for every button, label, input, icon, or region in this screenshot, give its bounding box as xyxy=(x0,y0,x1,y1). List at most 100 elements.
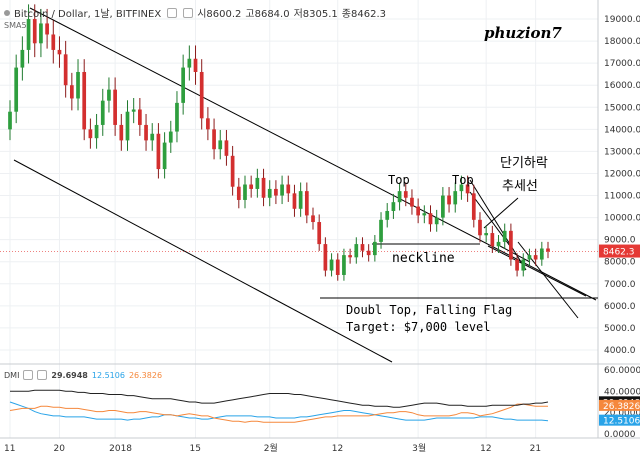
candle-body xyxy=(88,129,93,139)
candle-body xyxy=(403,191,408,198)
dmi-legend: DMI 29.6948 12.5106 26.3826 xyxy=(4,370,162,380)
candle-body xyxy=(311,215,315,223)
price-tick-label: 4000.0 xyxy=(604,346,636,356)
close-icon[interactable] xyxy=(183,7,194,18)
candle-body xyxy=(509,230,513,260)
candle-body xyxy=(354,244,359,258)
candle-body xyxy=(131,109,136,112)
candle-body xyxy=(168,131,173,143)
candle-body xyxy=(218,140,223,150)
price-tick-label: 14000.0 xyxy=(604,125,640,135)
candle-body xyxy=(428,213,433,225)
candle-body xyxy=(447,195,451,205)
candle-body xyxy=(107,89,111,101)
candle-body xyxy=(298,191,303,209)
price-tick-label: 11000.0 xyxy=(604,192,640,202)
candle-body xyxy=(236,186,241,200)
price-tick-label: 12000.0 xyxy=(604,169,640,179)
dmi-label[interactable]: DMI xyxy=(4,370,20,380)
time-tick-label: 3월 xyxy=(412,442,426,454)
dmi-tick-label: 0.0000 xyxy=(604,430,636,440)
price-axis[interactable]: 19000.0 18000.0 17000.0 16000.0 15000.0 14000… xyxy=(599,15,640,356)
dmi-value-label: 26.3826 xyxy=(603,402,640,412)
candle-body xyxy=(391,202,396,211)
eye-icon[interactable] xyxy=(23,370,34,380)
candle-body xyxy=(26,19,31,50)
candle-body xyxy=(422,213,427,216)
candle-body xyxy=(490,233,495,247)
price-tick-label: 15000.0 xyxy=(604,103,640,113)
trendline xyxy=(13,159,393,363)
price-tick-label: 5000.0 xyxy=(604,324,636,334)
candle-body xyxy=(261,177,266,198)
candle-body xyxy=(119,124,124,141)
time-tick-label: 11 xyxy=(4,444,15,454)
time-tick-label: 12 xyxy=(332,444,343,454)
candle-body xyxy=(280,184,284,196)
candle-body xyxy=(82,71,87,130)
candle-body xyxy=(342,255,346,275)
price-tick-label: 10000.0 xyxy=(604,214,640,224)
ohlc-close: 종8462.3 xyxy=(341,9,386,20)
candle-body xyxy=(397,191,402,203)
time-axis[interactable]: 11 20 2018 15 2월 12 3월 12 21 xyxy=(4,442,541,454)
time-tick-label: 12 xyxy=(480,444,491,454)
candle-body xyxy=(292,193,297,209)
trendline xyxy=(517,241,579,319)
di-minus-line xyxy=(9,401,549,422)
adx-line xyxy=(10,389,549,408)
candle-body xyxy=(249,184,254,189)
candle-body xyxy=(45,23,49,35)
symbol-legend: Bitcoin / Dollar, 1날, BITFINEX 시8600.2 고… xyxy=(4,5,386,20)
candle-body xyxy=(317,222,322,245)
candle-body xyxy=(274,188,278,196)
candle-body xyxy=(51,34,56,50)
price-tick-label: 16000.0 xyxy=(604,81,640,91)
candle-body xyxy=(434,217,439,225)
dmi-pane: 60.0000 40.0000 20.0000 0.0000 29.6948 26.382… xyxy=(9,366,640,440)
candle-body xyxy=(484,233,489,236)
dmi-tick-label: 20.0000 xyxy=(604,409,640,419)
candle-body xyxy=(360,244,365,251)
candle-body xyxy=(267,188,272,198)
indicator-label-sma[interactable]: SMA5 xyxy=(4,21,27,30)
trendline xyxy=(487,245,587,297)
candle-body xyxy=(193,58,198,72)
status-dot-icon xyxy=(4,9,10,16)
price-tick-label: 13000.0 xyxy=(604,147,640,157)
candle-body xyxy=(94,124,99,139)
candle-body xyxy=(230,155,235,187)
dmi-value-tag xyxy=(599,399,640,411)
dmi-minus-value: 12.5106 xyxy=(91,370,125,380)
candle-body xyxy=(224,140,229,156)
candlestick-series xyxy=(8,4,550,281)
di-plus-line xyxy=(9,403,548,423)
candle-body xyxy=(515,259,519,271)
candle-body xyxy=(459,184,464,192)
candle-body xyxy=(69,85,74,99)
settings-icon[interactable] xyxy=(37,370,48,380)
candle-body xyxy=(372,241,377,256)
annotation-top2: Top xyxy=(452,173,474,187)
candle-body xyxy=(113,89,117,125)
candle-body xyxy=(329,259,334,271)
annotation-target: Target: $7,000 level xyxy=(346,320,491,334)
annotation-korean2: 추세선 xyxy=(502,179,538,194)
candle-body xyxy=(212,129,216,150)
candle-body xyxy=(527,255,532,260)
candle-body xyxy=(379,219,383,242)
candle-body xyxy=(286,184,291,194)
price-tick-label: 6000.0 xyxy=(604,302,636,312)
candle-body xyxy=(348,255,352,258)
settings-icon[interactable] xyxy=(167,7,178,18)
candle-body xyxy=(441,195,445,218)
candle-body xyxy=(243,184,247,200)
price-tick-label: 7000.0 xyxy=(604,280,636,290)
dmi-plus-value: 26.3826 xyxy=(128,370,163,380)
candle-body xyxy=(206,118,210,130)
candle-body xyxy=(304,191,309,216)
last-price-label: 8462.3 xyxy=(603,248,635,258)
